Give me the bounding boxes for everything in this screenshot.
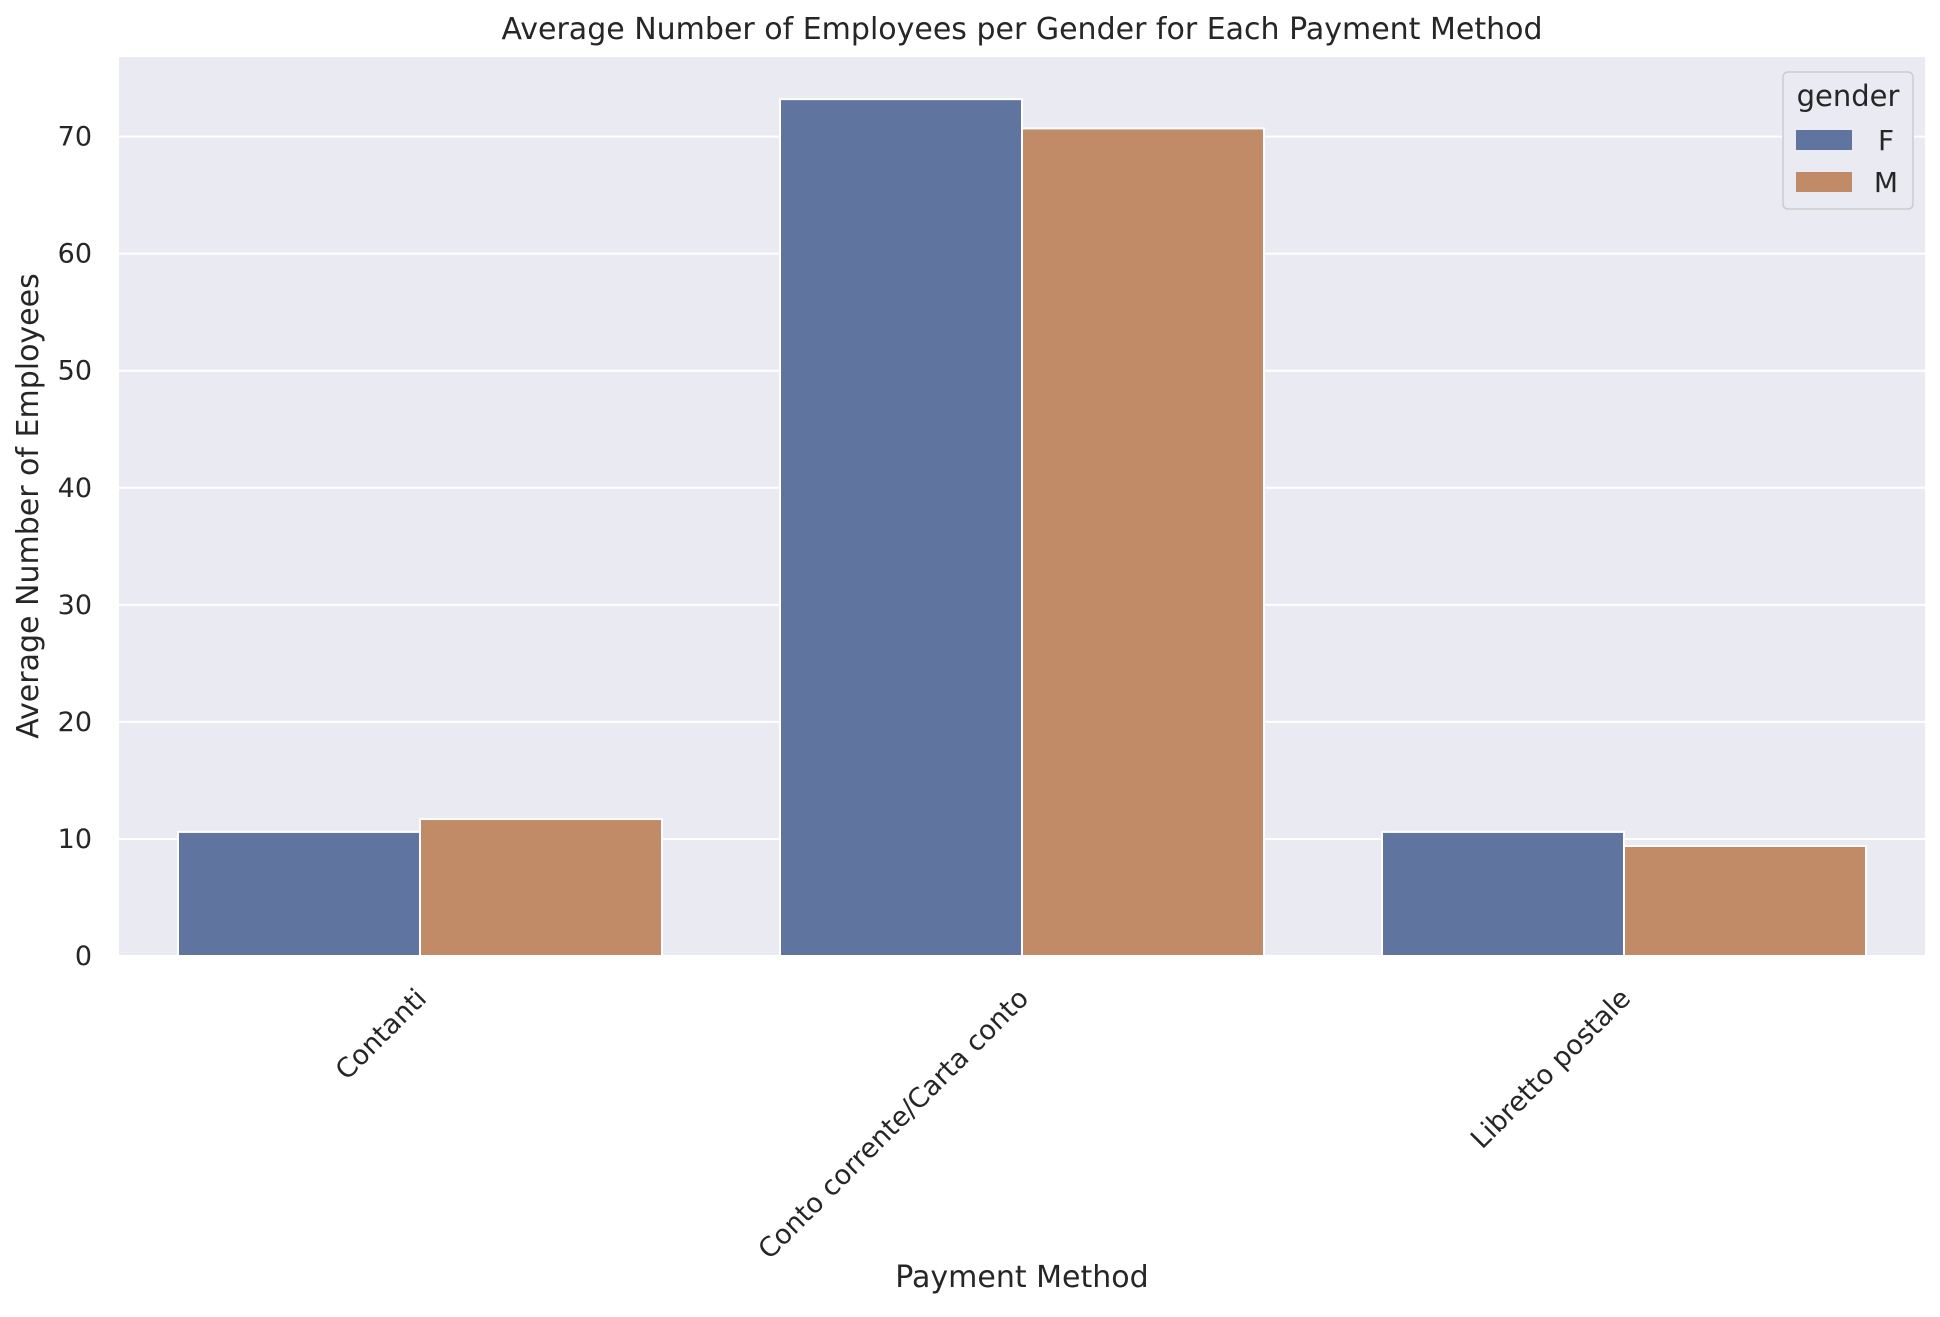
x-axis-label: Payment Method (895, 1260, 1148, 1295)
y-tick-label: 60 (58, 239, 92, 270)
legend-label-f: F (1878, 124, 1894, 157)
x-tick-labels: Contanti Conto corrente/Carta conto Libret… (330, 983, 1637, 1265)
y-tick-label: 20 (58, 707, 92, 738)
bar-m-3 (1623, 844, 1867, 957)
legend-label-m: M (1874, 166, 1898, 199)
y-tick-label: 10 (58, 824, 92, 855)
y-axis-label: Average Number of Employees (11, 273, 46, 738)
x-tick-label: Contanti (330, 983, 433, 1086)
legend-swatch-f (1796, 130, 1852, 150)
x-tick-label: Conto corrente/Carta conto (752, 983, 1034, 1265)
y-tick-label: 40 (58, 473, 92, 504)
y-tick-label: 30 (58, 590, 92, 621)
x-tick-label: Libretto postale (1465, 983, 1637, 1155)
legend-swatch-m (1796, 172, 1852, 192)
legend-title: gender (1797, 79, 1900, 113)
bar-f-3 (1381, 830, 1625, 957)
y-tick-label: 70 (58, 122, 92, 153)
bars (177, 98, 1867, 957)
y-tick-label: 0 (75, 941, 92, 972)
bar-m-2 (1021, 127, 1265, 957)
legend: gender F M (1782, 71, 1914, 210)
y-tick-labels: 0 10 20 30 40 50 60 70 (58, 122, 92, 972)
bar-f-2 (779, 98, 1023, 957)
bar-m-1 (419, 818, 663, 957)
chart-title: Average Number of Employees per Gender f… (502, 12, 1543, 47)
y-tick-label: 50 (58, 356, 92, 387)
bar-f-1 (177, 830, 421, 957)
